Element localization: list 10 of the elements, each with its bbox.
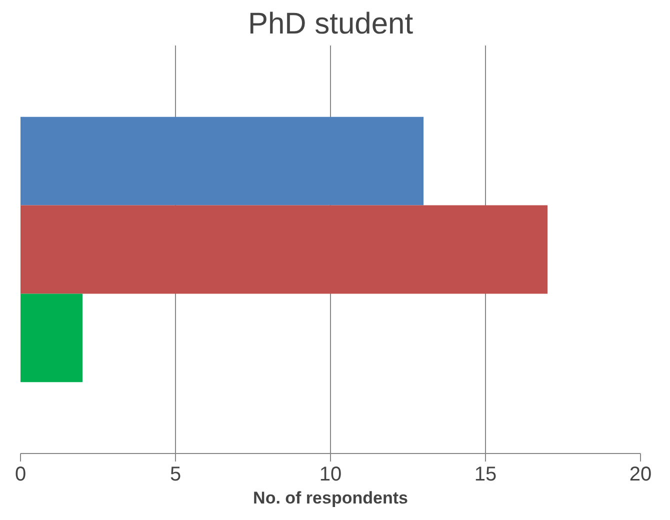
x-tick-label: 10: [319, 464, 342, 486]
x-tick-label: 0: [14, 464, 26, 486]
bar: [20, 116, 424, 206]
x-tick-label: 20: [629, 464, 652, 486]
bar: [20, 205, 548, 294]
chart-title: PhD student: [248, 8, 414, 40]
x-tick-label: 15: [474, 464, 497, 486]
x-axis-title: No. of respondents: [253, 488, 408, 508]
bar: [20, 294, 82, 382]
x-tick-label: 5: [170, 464, 182, 486]
